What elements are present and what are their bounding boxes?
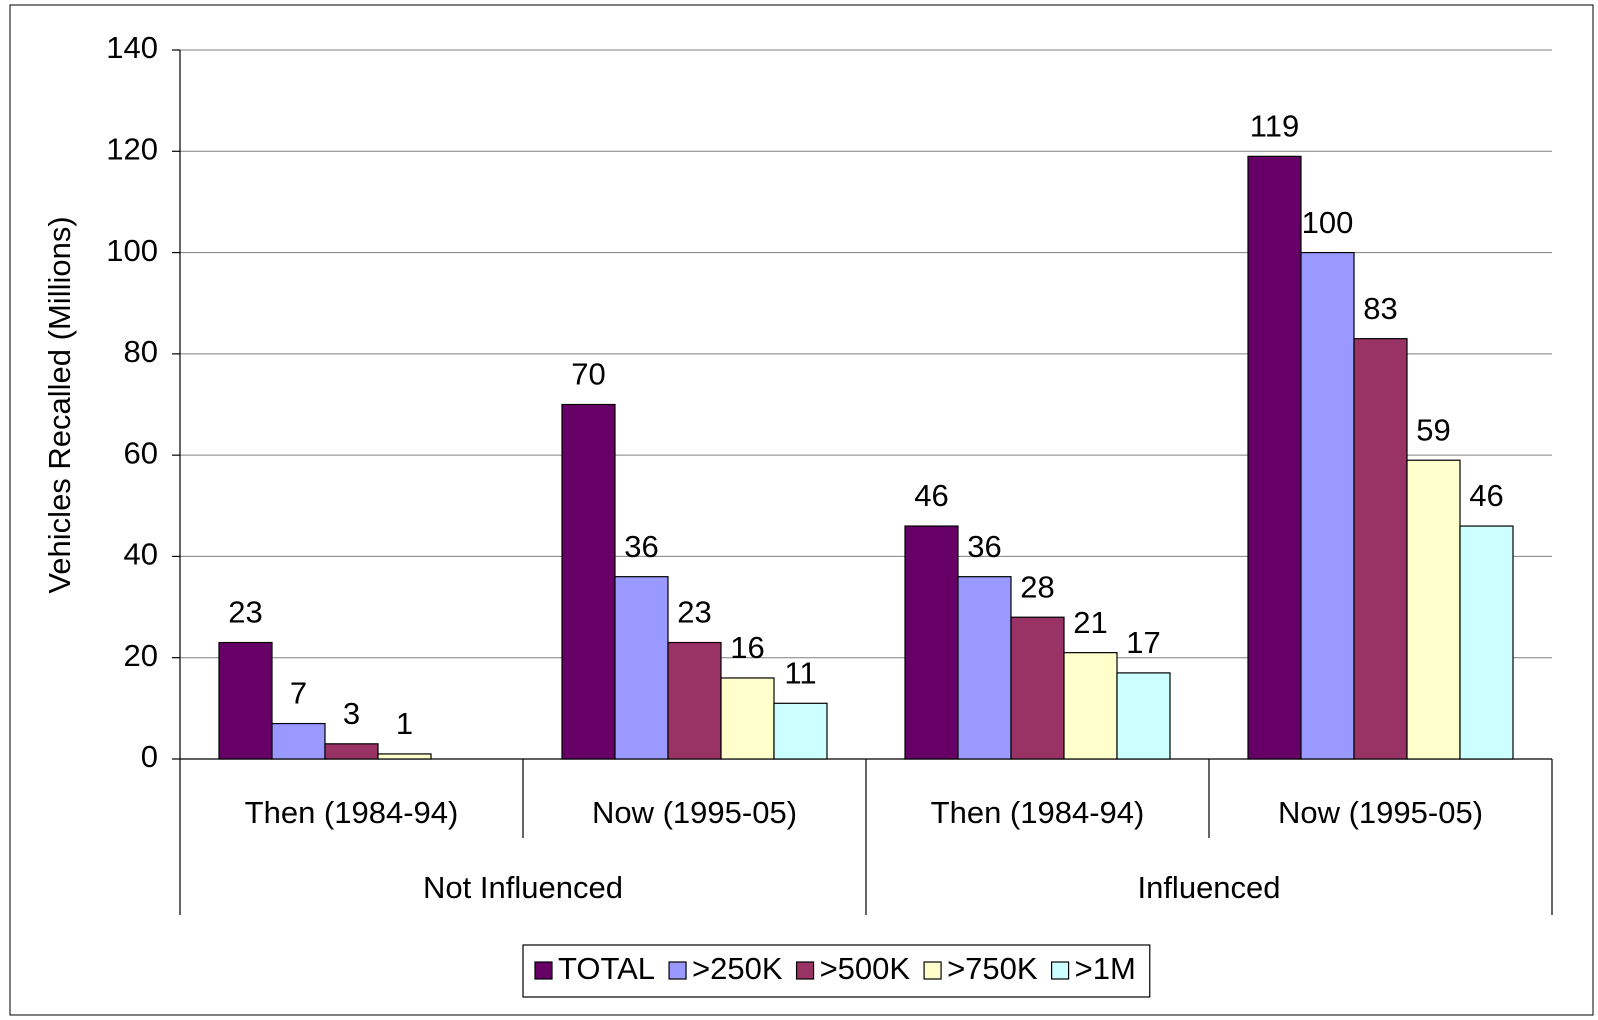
- x-tick-label: Then (1984-94): [245, 795, 459, 830]
- data-label: 11: [784, 655, 816, 690]
- y-tick-label: 120: [106, 131, 158, 166]
- bar: [720, 677, 775, 760]
- y-tick-label: 140: [106, 30, 158, 65]
- y-tick-label: 80: [124, 334, 158, 369]
- group-label: Not Influenced: [423, 870, 623, 905]
- bar: [218, 641, 273, 760]
- x-tick-label: Now (1995-05): [592, 795, 797, 830]
- data-label: 3: [343, 696, 360, 731]
- bar: [1116, 672, 1171, 760]
- data-label: 59: [1416, 412, 1450, 447]
- y-axis-title: Vehicles Recalled (Millions): [42, 216, 77, 593]
- data-label: 23: [677, 595, 711, 630]
- y-tick-label: 100: [106, 233, 158, 268]
- data-label: 46: [1469, 478, 1503, 513]
- group-label: Influenced: [1137, 870, 1280, 905]
- legend-box: [522, 944, 1151, 998]
- bar: [324, 743, 379, 760]
- chart-border: [9, 4, 1594, 1016]
- bar: [1010, 616, 1065, 760]
- bar: [904, 525, 959, 760]
- data-label: 16: [730, 630, 764, 665]
- bar: [1300, 251, 1355, 760]
- data-label: 28: [1020, 569, 1054, 604]
- x-tick-label: Then (1984-94): [931, 795, 1145, 830]
- legend-label: >500K: [820, 951, 911, 986]
- legend-marker: [923, 961, 942, 980]
- bar: [561, 403, 616, 760]
- bar: [271, 722, 326, 760]
- y-tick-label: 0: [141, 739, 158, 774]
- legend-marker: [1050, 961, 1070, 980]
- data-label: 7: [290, 676, 307, 711]
- legend-label: >250K: [692, 951, 783, 986]
- bar: [957, 576, 1012, 760]
- legend-label: TOTAL: [558, 951, 655, 986]
- y-tick-label: 60: [124, 435, 158, 470]
- y-tick-label: 40: [124, 537, 158, 572]
- data-label: 70: [571, 357, 605, 392]
- bar: [1063, 652, 1118, 760]
- data-label: 119: [1250, 109, 1299, 144]
- data-label: 100: [1302, 205, 1354, 240]
- data-label: 1: [396, 706, 413, 741]
- data-label: 23: [228, 595, 262, 630]
- bar: [377, 753, 432, 760]
- y-tick-label: 20: [124, 638, 158, 673]
- legend-marker: [668, 961, 687, 980]
- bar: [667, 641, 722, 760]
- data-label: 36: [624, 529, 658, 564]
- bar: [1459, 525, 1514, 760]
- bar: [1353, 338, 1408, 760]
- bar: [1247, 155, 1302, 760]
- legend-marker: [795, 961, 815, 980]
- data-label: 17: [1126, 625, 1160, 660]
- data-label: 36: [967, 529, 1001, 564]
- legend-label: >750K: [947, 951, 1038, 986]
- legend-label: >1M: [1075, 951, 1136, 986]
- bar: [1406, 459, 1461, 760]
- x-tick-label: Now (1995-05): [1278, 795, 1483, 830]
- data-label: 46: [914, 478, 948, 513]
- legend-marker: [534, 961, 553, 980]
- bar: [614, 576, 669, 760]
- data-label: 83: [1363, 291, 1397, 326]
- bar: [773, 702, 828, 760]
- data-label: 21: [1073, 605, 1107, 640]
